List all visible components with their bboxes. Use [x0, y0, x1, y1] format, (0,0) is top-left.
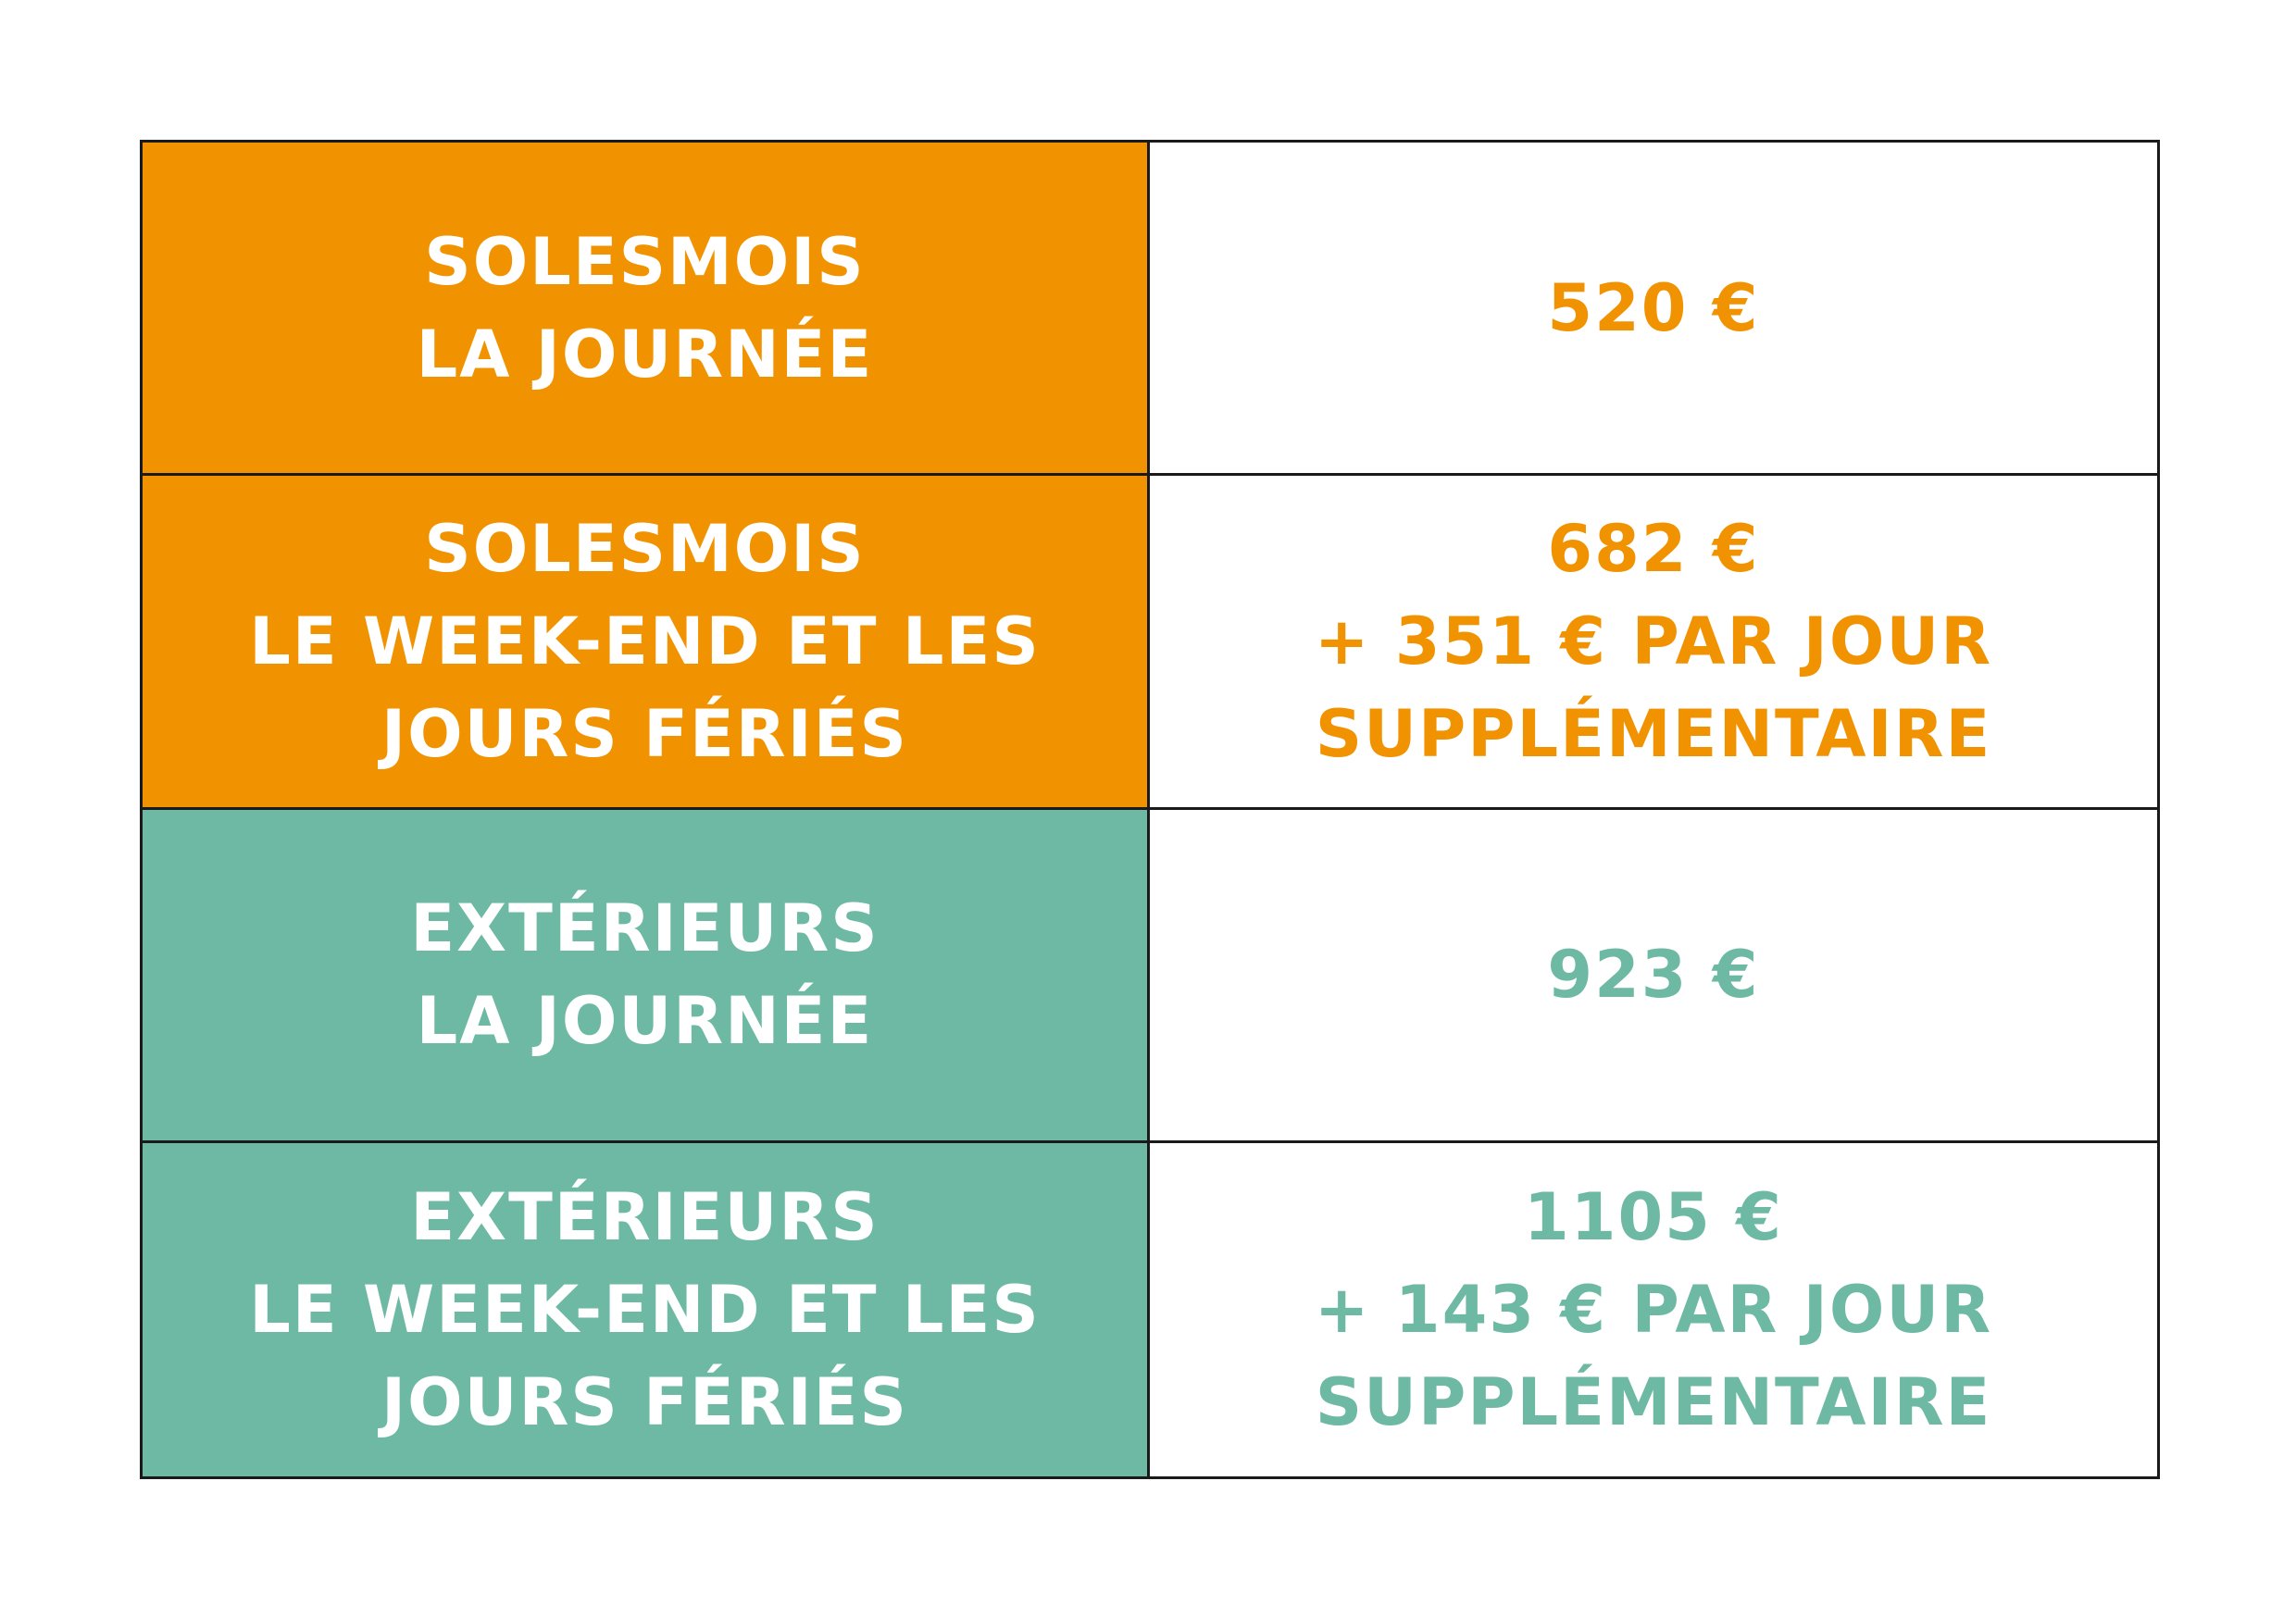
label-line: JOURS FÉRIÉS — [381, 1363, 908, 1440]
price-cell-exterieurs-day: 923 € — [1150, 809, 2157, 1143]
label-line: LA JOURNÉE — [416, 316, 874, 392]
price-line: 682 € — [1547, 510, 1760, 587]
price-line: + 351 € PAR JOUR — [1314, 603, 1993, 679]
price-line: SUPPLÉMENTAIRE — [1315, 1363, 1992, 1440]
label-cell-exterieurs-day: EXTÉRIEURS LA JOURNÉE — [143, 809, 1150, 1143]
label-line: LE WEEK-END ET LES — [249, 603, 1041, 679]
price-line: 520 € — [1547, 269, 1760, 346]
label-cell-exterieurs-weekend: EXTÉRIEURS LE WEEK-END ET LES JOURS FÉRI… — [143, 1142, 1150, 1476]
label-cell-solesmois-weekend: SOLESMOIS LE WEEK-END ET LES JOURS FÉRIÉ… — [143, 476, 1150, 810]
price-cell-solesmois-weekend: 682 € + 351 € PAR JOUR SUPPLÉMENTAIRE — [1150, 476, 2157, 810]
label-line: JOURS FÉRIÉS — [381, 695, 908, 772]
price-cell-exterieurs-weekend: 1105 € + 143 € PAR JOUR SUPPLÉMENTAIRE — [1150, 1142, 2157, 1476]
label-line: LE WEEK-END ET LES — [249, 1271, 1041, 1348]
price-cell-solesmois-day: 520 € — [1150, 143, 2157, 477]
price-line: 923 € — [1547, 937, 1760, 1014]
price-line: 1105 € — [1524, 1178, 1783, 1255]
label-line: EXTÉRIEURS — [410, 1178, 880, 1255]
pricing-table: SOLESMOIS LA JOURNÉE 520 € SOLESMOIS LE … — [140, 140, 2160, 1479]
price-line: SUPPLÉMENTAIRE — [1315, 695, 1992, 772]
label-line: LA JOURNÉE — [416, 983, 874, 1060]
label-line: EXTÉRIEURS — [410, 890, 880, 967]
label-cell-solesmois-day: SOLESMOIS LA JOURNÉE — [143, 143, 1150, 477]
price-line: + 143 € PAR JOUR — [1314, 1271, 1993, 1348]
label-line: SOLESMOIS — [424, 223, 866, 300]
label-line: SOLESMOIS — [424, 510, 866, 587]
